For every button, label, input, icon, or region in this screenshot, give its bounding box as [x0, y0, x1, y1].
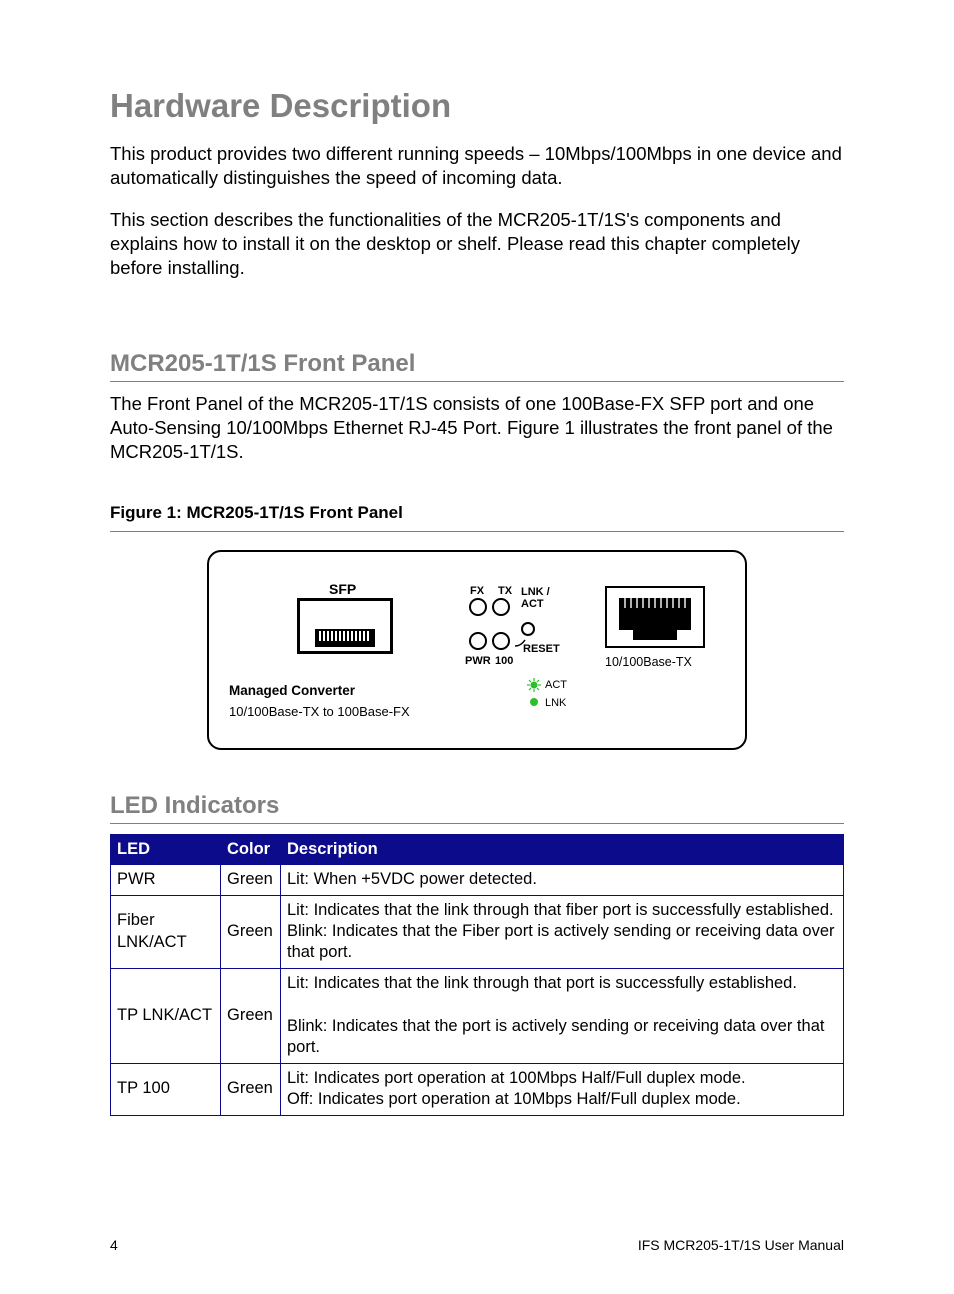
section-led-indicators: LED Indicators: [110, 790, 844, 824]
th-color: Color: [221, 834, 281, 864]
managed-converter-label: Managed Converter: [229, 682, 355, 700]
lnk-led-icon: [530, 698, 538, 706]
led-table: LED Color Description PWRGreenLit: When …: [110, 834, 844, 1116]
lnk-label: LNK: [545, 696, 566, 710]
page-number: 4: [110, 1236, 118, 1254]
hundred-label: 100: [495, 654, 513, 668]
act-label: ACT: [545, 678, 567, 692]
figure-1-diagram: SFP Managed Converter 10/100Base-TX to 1…: [110, 550, 844, 750]
rj45-port-icon: [605, 586, 705, 648]
cell-color: Green: [221, 865, 281, 895]
intro-para-1: This product provides two different runn…: [110, 142, 844, 190]
basetx-label: 10/100Base-TX: [605, 654, 692, 670]
cell-desc: Lit: Indicates that the link through tha…: [281, 895, 844, 968]
front-panel-para: The Front Panel of the MCR205-1T/1S cons…: [110, 392, 844, 464]
fx-label: FX: [470, 584, 484, 598]
cell-led: Fiber LNK/ACT: [111, 895, 221, 968]
tx-led-icon: [492, 598, 510, 616]
pwr-label: PWR: [465, 654, 491, 668]
table-row: TP LNK/ACTGreenLit: Indicates that the l…: [111, 968, 844, 1063]
reset-arrow-icon: [513, 634, 527, 648]
page-title: Hardware Description: [110, 85, 844, 128]
figure-rule: [110, 531, 844, 532]
table-row: Fiber LNK/ACTGreenLit: Indicates that th…: [111, 895, 844, 968]
sfp-port-icon: [297, 598, 393, 654]
cell-led: TP 100: [111, 1063, 221, 1115]
intro-para-2: This section describes the functionaliti…: [110, 208, 844, 280]
managed-converter-sub: 10/100Base-TX to 100Base-FX: [229, 704, 410, 721]
reset-label: RESET: [523, 642, 560, 656]
figure-caption: Figure 1: MCR205-1T/1S Front Panel: [110, 502, 844, 524]
sfp-label: SFP: [329, 580, 356, 598]
cell-led: TP LNK/ACT: [111, 968, 221, 1063]
cell-color: Green: [221, 1063, 281, 1115]
cell-desc: Lit: Indicates that the link through tha…: [281, 968, 844, 1063]
table-row: PWRGreenLit: When +5VDC power detected.: [111, 865, 844, 895]
fx-led-icon: [469, 598, 487, 616]
th-desc: Description: [281, 834, 844, 864]
cell-desc: Lit: When +5VDC power detected.: [281, 865, 844, 895]
th-led: LED: [111, 834, 221, 864]
cell-color: Green: [221, 895, 281, 968]
act-led-glow-icon: [527, 678, 541, 692]
table-row: TP 100GreenLit: Indicates port operation…: [111, 1063, 844, 1115]
cell-color: Green: [221, 968, 281, 1063]
page-footer: 4 IFS MCR205-1T/1S User Manual: [110, 1236, 844, 1254]
tx-label: TX: [498, 584, 512, 598]
pwr-led-icon: [469, 632, 487, 650]
cell-led: PWR: [111, 865, 221, 895]
manual-title: IFS MCR205-1T/1S User Manual: [638, 1236, 844, 1254]
lnk-act-label: LNK / ACT: [521, 586, 550, 610]
hundred-led-icon: [492, 632, 510, 650]
cell-desc: Lit: Indicates port operation at 100Mbps…: [281, 1063, 844, 1115]
section-front-panel: MCR205-1T/1S Front Panel: [110, 348, 844, 382]
